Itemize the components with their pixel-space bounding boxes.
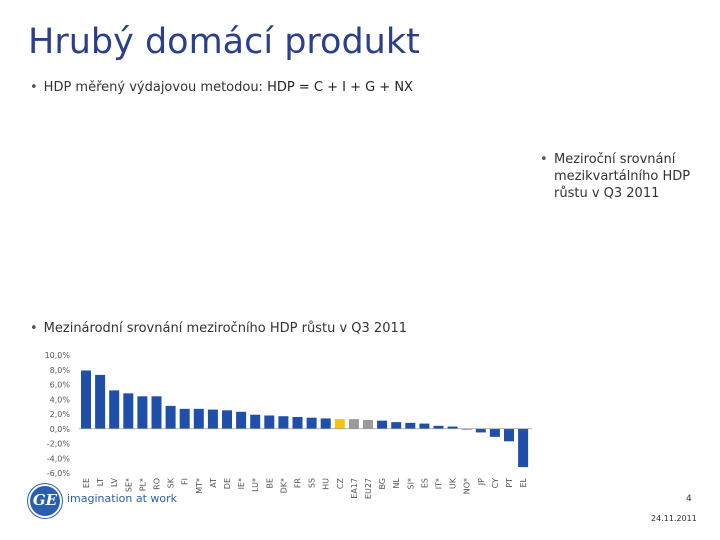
x-tick-label: DK* (279, 478, 288, 493)
y-tick-label: -2,0% (47, 440, 71, 449)
bar-mt (193, 408, 204, 429)
x-tick-label: JP (477, 478, 486, 486)
y-tick-label: -4,0% (47, 454, 71, 463)
bar-si (405, 422, 416, 429)
bar-uk (447, 426, 458, 429)
x-tick-label: FR (294, 478, 303, 489)
bar-pt (504, 428, 514, 442)
bullet-qoq-comparison-text: Meziroční srovnání mezikvartálního HDP r… (554, 152, 691, 201)
bars (81, 370, 529, 468)
bar-lv (109, 390, 120, 429)
y-tick-label: 2,0% (50, 410, 71, 419)
bar-eu27 (363, 419, 373, 429)
slide-title: Hrubý domácí produkt (28, 22, 420, 62)
bar-at (207, 409, 218, 429)
bar-fi (179, 408, 190, 429)
x-tick-label: CY (491, 478, 500, 488)
bar-ee (81, 370, 91, 429)
bar-de (222, 410, 232, 429)
slide-date: 24.11.2011 (651, 514, 697, 523)
bullet-gdp-method-label: HDP měřený výdajovou metodou: (43, 80, 263, 95)
x-tick-label: SE* (124, 478, 133, 492)
bullet-international-comparison: • Mezinárodní srovnání meziročního HDP rů… (30, 321, 407, 336)
gdp-formula: HDP = C + I + G + NX (267, 80, 413, 95)
y-axis: 10,0% 8,0% 6,0% 4,0% 2,0% 0,0% -2,0% -4,0% -6,0% (45, 351, 71, 478)
y-tick-label: 0,0% (50, 425, 71, 434)
x-tick-label: NL (392, 477, 401, 488)
bar-sk (165, 405, 176, 429)
bullet-dot: • (30, 80, 38, 95)
bullet-international-comparison-text: Mezinárodní srovnání meziročního HDP růs… (43, 321, 408, 336)
bar-ss (306, 417, 317, 429)
bar-cz (334, 419, 345, 429)
x-tick-label: EU27 (364, 478, 373, 499)
x-tick-label: MT* (195, 478, 204, 494)
x-tick-label: SS (308, 478, 317, 488)
tagline: imagination at work (67, 492, 177, 505)
bullet-dot: • (540, 152, 548, 167)
bar-hu (320, 418, 331, 429)
bar-bg (377, 420, 388, 429)
bar-ie (236, 411, 247, 429)
bar-be (264, 415, 275, 429)
bullet-qoq-comparison: • Meziroční srovnání mezikvartálního HDP… (540, 151, 710, 202)
x-tick-label: SI* (406, 478, 415, 489)
x-tick-label: FI (181, 478, 190, 485)
bar-ro (151, 396, 162, 429)
bar-es (419, 423, 430, 429)
x-tick-label: EE (82, 478, 91, 488)
x-tick-label: EL (519, 477, 528, 487)
bar-ea17 (348, 419, 359, 429)
x-axis-labels: EE LT LV SE* PL* RO SK FI MT* AT DE IE* LU* BE DK* FR SS… (82, 477, 528, 499)
x-tick-label: IE* (237, 478, 246, 489)
bar-dk (278, 416, 289, 429)
x-tick-label: AT (209, 478, 218, 488)
bar-fr (292, 416, 303, 429)
x-tick-label: DE (223, 478, 232, 489)
bar-el (518, 428, 529, 468)
gdp-growth-bar-chart: 10,0% 8,0% 6,0% 4,0% 2,0% 0,0% -2,0% -4,0% -6,0%… (45, 351, 533, 499)
x-tick-label: PT (505, 478, 514, 488)
bar-nl (391, 422, 402, 429)
x-tick-label: PL* (138, 478, 147, 491)
y-tick-label: -6,0% (47, 469, 71, 478)
y-tick-label: 4,0% (50, 395, 71, 404)
bullet-gdp-method: • HDP měřený výdajovou metodou: HDP = C +… (30, 80, 413, 95)
x-tick-label: IT* (435, 478, 444, 489)
x-tick-label: ES (420, 478, 429, 488)
bar-it (433, 425, 444, 429)
bar-cy (489, 428, 500, 437)
x-tick-label: RO (153, 478, 162, 490)
x-tick-label: LT (96, 478, 105, 486)
x-tick-label: UK (449, 477, 458, 489)
x-tick-label: BG (378, 478, 387, 490)
x-tick-label: CZ (336, 477, 345, 489)
x-tick-label: LU* (251, 478, 260, 492)
x-tick-label: NO* (463, 478, 472, 494)
bar-jp (475, 428, 486, 433)
page-number: 4 (686, 494, 692, 504)
y-tick-label: 10,0% (45, 351, 71, 360)
bar-pl (137, 396, 148, 429)
x-tick-label: EA17 (350, 478, 359, 499)
y-tick-label: 8,0% (50, 366, 71, 375)
bar-se (123, 393, 134, 429)
y-tick-label: 6,0% (50, 381, 71, 390)
x-tick-label: LV (110, 477, 119, 487)
bar-lu (250, 414, 261, 429)
x-tick-label: SK (167, 477, 176, 488)
ge-logo: GE (28, 484, 62, 518)
bar-lt (95, 374, 106, 429)
x-tick-label: HU (322, 478, 331, 490)
x-tick-label: BE (265, 478, 274, 489)
ge-logo-text: GE (32, 491, 58, 509)
bullet-dot: • (30, 321, 38, 336)
